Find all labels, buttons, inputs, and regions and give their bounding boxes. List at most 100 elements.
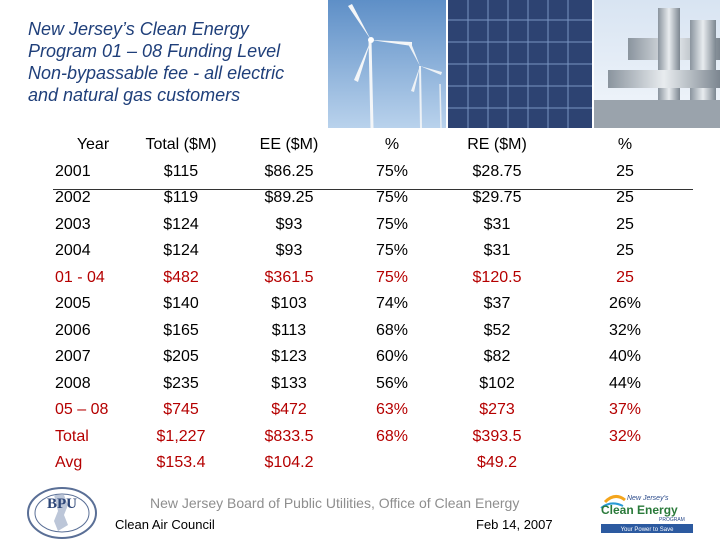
cell-ee-percent: 68% (375, 321, 409, 339)
header-re: RE ($M) (467, 136, 527, 154)
table-row: 05 – 08 $745 $472 63% $273 37% (53, 397, 693, 424)
cell-re: $52 (483, 321, 511, 339)
cell-re: $393.5 (472, 427, 522, 445)
table-row: 2003 $124 $93 75% $31 25 (53, 212, 693, 239)
bpu-logo-text: BPU (47, 496, 77, 512)
cell-ee-percent: 75% (375, 215, 409, 233)
cell-ee: $833.5 (264, 427, 314, 445)
header-divider (53, 189, 693, 190)
header-total: Total ($M) (145, 136, 217, 154)
cell-total: $119 (163, 189, 199, 207)
cell-total: $115 (163, 162, 199, 180)
table-row: 2004 $124 $93 75% $31 25 (53, 238, 693, 265)
footer-date: Feb 14, 2007 (476, 517, 553, 532)
logo-line3: PROGRAM (659, 517, 685, 523)
cell-re: $31 (483, 242, 511, 260)
cell-re-percent: 32% (608, 427, 642, 445)
header-re-percent: % (617, 136, 633, 154)
cell-year: 2001 (55, 162, 91, 180)
cell-ee: $113 (271, 321, 307, 339)
cell-total: $140 (163, 295, 199, 313)
cell-re: $29.75 (472, 189, 522, 207)
cell-re-percent: 25 (616, 242, 634, 260)
cell-year: 2005 (55, 295, 91, 313)
logo-line2: Clean Energy (601, 503, 678, 517)
cell-total: $165 (163, 321, 199, 339)
header-ee: EE ($M) (259, 136, 319, 154)
table-row: Avg $153.4 $104.2 $49.2 (53, 450, 693, 477)
cell-re: $49.2 (476, 454, 518, 472)
title-line: New Jersey’s Clean Energy (28, 19, 249, 39)
wind-turbine-photo (328, 0, 446, 128)
cell-re: $120.5 (472, 268, 522, 286)
cell-re-percent: 25 (616, 162, 634, 180)
cell-year: 05 – 08 (55, 401, 109, 419)
cell-ee: $93 (275, 242, 303, 260)
funding-table: Year Total ($M) EE ($M) % RE ($M) % 2001… (53, 132, 693, 485)
table-row: 2001 $115 $86.25 75% $28.75 25 (53, 159, 693, 186)
footer-organization: New Jersey Board of Public Utilities, Of… (150, 495, 520, 511)
cell-year: 2007 (55, 348, 91, 366)
title-line: Non-bypassable fee - all electric (28, 63, 285, 83)
cell-year: Avg (55, 454, 83, 472)
cell-total: $124 (163, 215, 199, 233)
title-line: Program 01 – 08 Funding Level (28, 41, 281, 61)
table-row: 01 - 04 $482 $361.5 75% $120.5 25 (53, 265, 693, 292)
cell-ee: $93 (275, 215, 303, 233)
cell-re-percent: 37% (608, 401, 642, 419)
cell-ee-percent: 75% (375, 268, 409, 286)
cell-re: $102 (479, 374, 515, 392)
header-year: Year (76, 136, 110, 154)
cell-ee: $103 (271, 295, 307, 313)
cell-total: $235 (163, 374, 199, 392)
cell-re-percent: 25 (616, 215, 634, 233)
logo-line1: New Jersey’s (627, 495, 669, 502)
table-row: Total $1,227 $833.5 68% $393.5 32% (53, 424, 693, 451)
cell-re: $273 (479, 401, 515, 419)
energy-photo-strip (328, 0, 720, 128)
cell-total: $153.4 (156, 454, 206, 472)
footer-council: Clean Air Council (115, 517, 215, 532)
cell-year: 2004 (55, 242, 91, 260)
cell-ee-percent: 68% (375, 427, 409, 445)
cell-re-percent: 25 (616, 189, 634, 207)
cell-ee: $104.2 (264, 454, 314, 472)
solar-panel-photo (448, 0, 592, 128)
cell-ee: $86.25 (264, 162, 314, 180)
cell-ee-percent: 75% (375, 162, 409, 180)
cell-re-percent (557, 450, 693, 477)
cell-total: $124 (163, 242, 199, 260)
cell-year: 01 - 04 (55, 268, 105, 286)
cell-ee-percent: 74% (375, 295, 409, 313)
cell-ee-percent: 75% (375, 189, 409, 207)
title-line: and natural gas customers (28, 85, 241, 105)
cell-total: $745 (163, 401, 199, 419)
slide-title: New Jersey’s Clean Energy Program 01 – 0… (28, 18, 328, 106)
table-row: 2006 $165 $113 68% $52 32% (53, 318, 693, 345)
cell-ee-percent: 63% (375, 401, 409, 419)
industrial-pipes-photo (594, 0, 720, 128)
cell-total: $205 (163, 348, 199, 366)
cell-re-percent: 32% (608, 321, 642, 339)
table-row: 2007 $205 $123 60% $82 40% (53, 344, 693, 371)
logo-tagline: Your Power to Save (621, 527, 674, 533)
clean-energy-program-logo: New Jersey’s Clean Energy PROGRAM Your P… (600, 495, 693, 533)
cell-re-percent: 26% (608, 295, 642, 313)
cell-total: $1,227 (156, 427, 206, 445)
cell-re-percent: 44% (608, 374, 642, 392)
table-row: 2005 $140 $103 74% $37 26% (53, 291, 693, 318)
cell-re-percent: 25 (616, 268, 634, 286)
cell-ee-percent: 60% (375, 348, 409, 366)
cell-ee: $133 (271, 374, 307, 392)
cell-ee-percent (347, 450, 437, 477)
cell-re: $37 (483, 295, 511, 313)
cell-re: $28.75 (472, 162, 522, 180)
cell-re: $82 (483, 348, 511, 366)
cell-year: 2002 (55, 189, 91, 207)
cell-ee: $361.5 (264, 268, 314, 286)
table-row: 2002 $119 $89.25 75% $29.75 25 (53, 185, 693, 212)
cell-ee: $472 (271, 401, 307, 419)
cell-year: 2006 (55, 321, 91, 339)
header-ee-percent: % (384, 136, 400, 154)
cell-year: Total (55, 427, 89, 445)
